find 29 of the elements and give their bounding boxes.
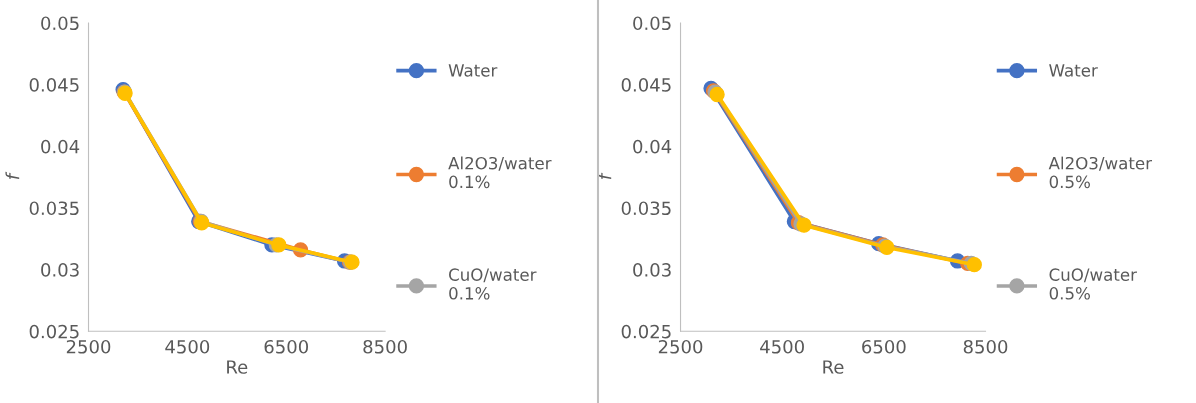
y-tick-label: 0.045 xyxy=(621,78,671,92)
x-axis-title: Re xyxy=(823,360,844,374)
y-axis-title: f xyxy=(5,171,20,180)
x-axis-title: Re xyxy=(227,360,248,374)
x-tick-label: 6500 xyxy=(264,339,309,354)
y-tick-label: 0.035 xyxy=(29,201,79,216)
y-tick-label: 0.03 xyxy=(41,263,79,277)
x-tick-label: 6500 xyxy=(862,339,906,354)
x-tick-label: 4500 xyxy=(760,339,804,354)
legend-label: Al2O3/water 0.5% xyxy=(1048,156,1153,189)
y-tick-label: 0.04 xyxy=(633,139,672,154)
y-tick-label: 0.035 xyxy=(621,201,671,216)
x-tick-label: 8500 xyxy=(963,339,1008,354)
y-tick-label: 0.025 xyxy=(29,324,79,339)
x-tick-label: 4500 xyxy=(165,339,210,354)
legend-label: Water xyxy=(448,64,498,77)
legend-label: CuO/water 0.5% xyxy=(1049,268,1137,300)
x-tick-label: 8500 xyxy=(363,339,407,354)
y-tick-label: 0.03 xyxy=(633,263,671,277)
y-tick-label: 0.025 xyxy=(621,324,671,339)
legend-label: Al2O3/water 0.1% xyxy=(448,156,552,189)
y-tick-label: 0.05 xyxy=(41,16,79,31)
y-tick-label: 0.045 xyxy=(29,78,79,92)
legend-label: CuO/water 0.1% xyxy=(449,268,537,300)
y-tick-label: 0.05 xyxy=(633,16,671,31)
x-tick-label: 2500 xyxy=(658,339,703,354)
legend-label: Water xyxy=(1049,64,1098,77)
x-tick-label: 2500 xyxy=(66,339,111,354)
y-tick-label: 0.04 xyxy=(41,139,80,154)
